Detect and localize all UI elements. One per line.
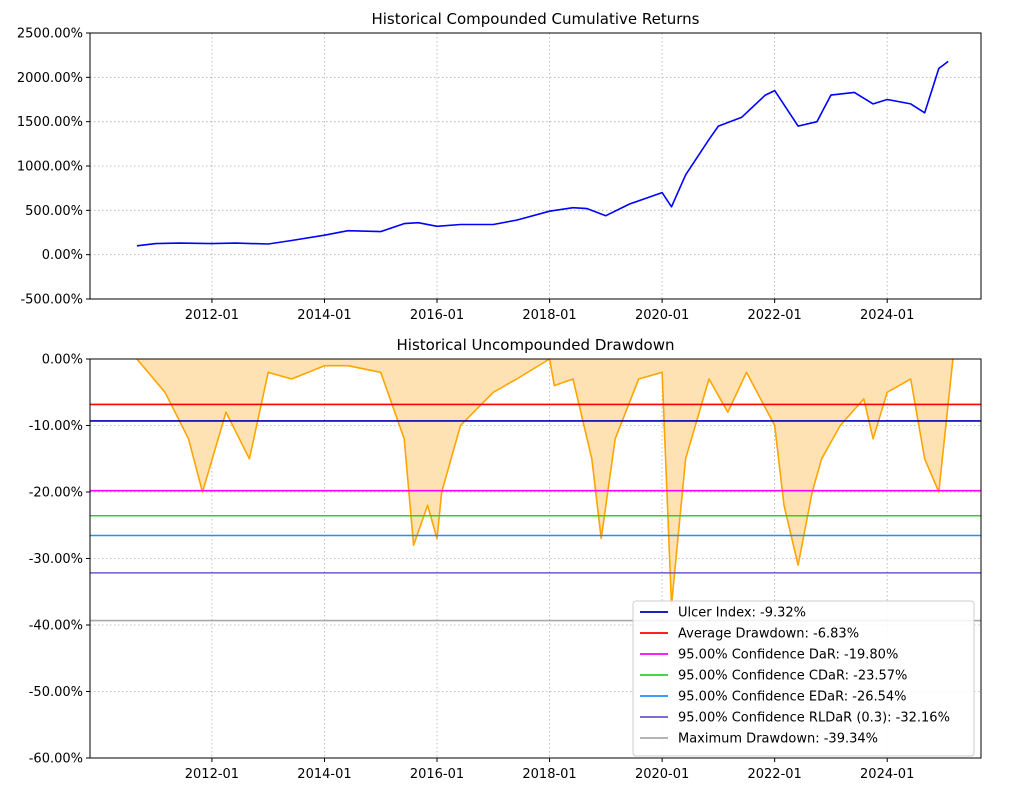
y-tick-label: -10.00% <box>29 419 83 434</box>
x-tick-label: 2022-01 <box>747 767 801 782</box>
legend-label: Ulcer Index: -9.32% <box>678 606 806 621</box>
drawdown-panel: Historical Uncompounded Drawdown 2012-01 2… <box>29 336 982 782</box>
x-tick-label: 2012-01 <box>185 767 239 782</box>
legend-label: 95.00% Confidence DaR: -19.80% <box>678 648 898 663</box>
y-tick-label: 500.00% <box>25 204 83 219</box>
chart-title: Historical Compounded Cumulative Returns <box>371 10 699 28</box>
x-tick-label: 2020-01 <box>635 767 689 782</box>
returns-panel: Historical Compounded Cumulative Returns… <box>17 10 982 323</box>
y-tick-label: -40.00% <box>29 619 83 634</box>
y-tick-label: 1000.00% <box>17 160 83 175</box>
y-tick-label: -60.00% <box>29 752 83 767</box>
x-tick-label: 2022-01 <box>747 308 801 323</box>
x-tick-label: 2018-01 <box>522 767 576 782</box>
y-tick-label: -500.00% <box>20 293 83 308</box>
y-tick-label: 2000.00% <box>17 71 83 86</box>
legend-box <box>632 600 975 757</box>
y-tick-label: 1500.00% <box>17 115 83 130</box>
x-tick-label: 2016-01 <box>410 767 464 782</box>
legend-label: 95.00% Confidence CDaR: -23.57% <box>678 669 907 684</box>
chart-title: Historical Uncompounded Drawdown <box>397 336 675 354</box>
legend-label: 95.00% Confidence RLDaR (0.3): -32.16% <box>678 711 950 726</box>
y-tick-label: 0.00% <box>42 248 83 263</box>
y-tick-label: 0.00% <box>42 353 83 368</box>
drawdown-area <box>136 359 953 605</box>
x-tick-label: 2024-01 <box>860 308 914 323</box>
x-tick-label: 2012-01 <box>185 308 239 323</box>
y-tick-label: -50.00% <box>29 685 83 700</box>
y-tick-label: -30.00% <box>29 552 83 567</box>
legend-label: Average Drawdown: -6.83% <box>678 627 859 642</box>
y-tick-label: -20.00% <box>29 486 83 501</box>
cumulative-returns-line <box>136 60 949 247</box>
legend-label: Maximum Drawdown: -39.34% <box>678 732 878 747</box>
chart-legend: Ulcer Index: -9.32% Average Drawdown: -6.… <box>632 600 975 757</box>
x-tick-label: 2020-01 <box>635 308 689 323</box>
x-tick-label: 2024-01 <box>860 767 914 782</box>
legend-label: 95.00% Confidence EDaR: -26.54% <box>678 690 907 705</box>
x-tick-label: 2016-01 <box>410 308 464 323</box>
x-tick-label: 2014-01 <box>297 308 351 323</box>
x-tick-label: 2018-01 <box>522 308 576 323</box>
y-tick-label: 2500.00% <box>17 27 83 42</box>
x-tick-label: 2014-01 <box>297 767 351 782</box>
drawdown-line <box>136 358 954 606</box>
